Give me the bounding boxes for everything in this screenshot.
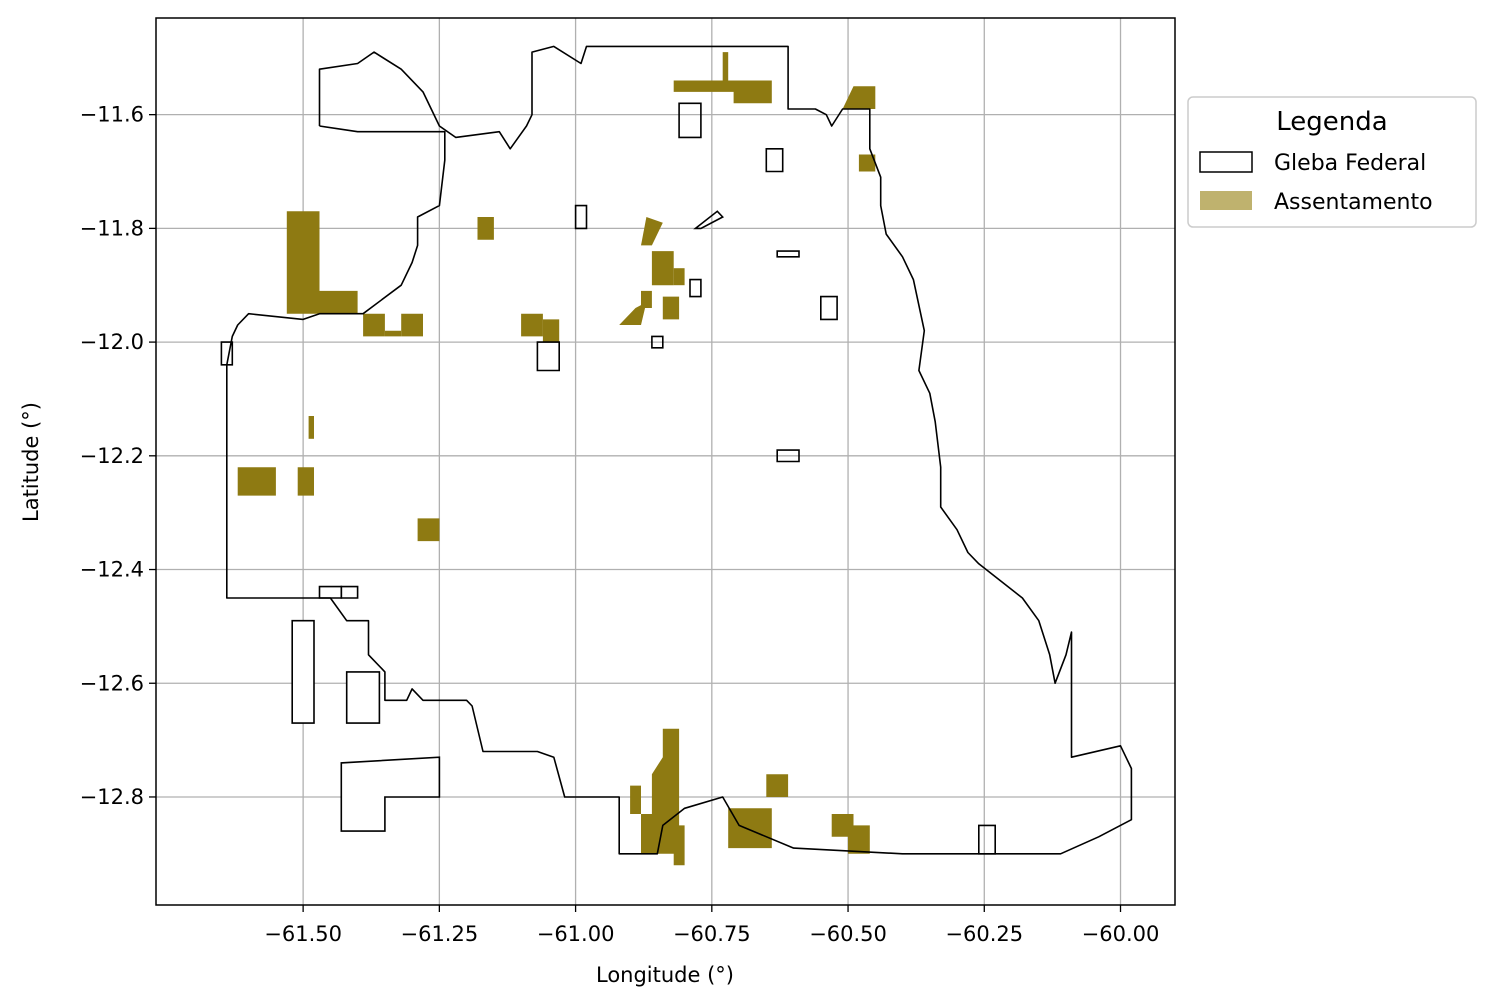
assentamento-polygon-16 bbox=[858, 154, 876, 172]
gleba-federal-small-polygon-5 bbox=[776, 250, 800, 258]
assentamento-polygon-4 bbox=[401, 313, 423, 337]
legend-label-gleba-federal: Gleba Federal bbox=[1274, 151, 1426, 176]
assentamento-polygon-6 bbox=[521, 313, 543, 337]
legend-title: Legenda bbox=[1276, 107, 1387, 137]
assentamento-polygon-11 bbox=[662, 296, 680, 320]
gleba-federal-main-boundary bbox=[226, 45, 1133, 855]
x-tick-label-3: −60.75 bbox=[673, 922, 751, 946]
assentamento-polygon-5 bbox=[477, 217, 494, 240]
assentamento-polygon-21 bbox=[641, 728, 680, 854]
x-tick-label-5: −60.25 bbox=[945, 922, 1023, 946]
gleba-federal-polygons bbox=[220, 45, 1133, 855]
gleba-federal-small-polygon-4 bbox=[689, 278, 702, 298]
y-tick-label-0: −11.6 bbox=[80, 103, 144, 127]
assentamento-polygon-15 bbox=[842, 86, 876, 109]
x-tick-label-6: −60.00 bbox=[1082, 922, 1160, 946]
gleba-federal-small-polygon-11 bbox=[340, 585, 359, 599]
gleba-federal-small-polygon-3 bbox=[693, 210, 725, 230]
gleba-federal-small-polygon-8 bbox=[536, 341, 561, 372]
gleba-federal-small-polygon-1 bbox=[765, 148, 784, 173]
y-tick-label-1: −11.8 bbox=[80, 216, 144, 240]
y-axis-ticks: −11.6 −11.8 −12.0 −12.2 −12.4 −12.6 −12.8 bbox=[80, 103, 156, 809]
gleba-federal-small-polygon-12 bbox=[220, 341, 234, 366]
gleba-federal-small-polygon-6 bbox=[819, 295, 838, 321]
legend: Legenda Gleba Federal Assentamento bbox=[1187, 96, 1477, 228]
grid-lines bbox=[156, 18, 1175, 905]
plot-area: −61.50 −61.25 −61.00 −60.75 −60.50 −60.25 −60.… bbox=[80, 17, 1176, 946]
legend-box bbox=[1187, 96, 1477, 228]
assentamento-polygon-9 bbox=[651, 251, 674, 286]
assentamento-polygon-27 bbox=[848, 825, 870, 854]
y-tick-label-5: −12.6 bbox=[80, 671, 144, 695]
gleba-federal-south-polygon-0 bbox=[291, 619, 315, 724]
assentamento-polygon-25 bbox=[766, 774, 789, 797]
x-tick-label-1: −61.25 bbox=[400, 922, 478, 946]
assentamento-polygons bbox=[237, 52, 876, 866]
y-tick-label-3: −12.2 bbox=[80, 444, 144, 468]
assentamento-polygon-1 bbox=[319, 290, 358, 314]
y-tick-label-6: −12.8 bbox=[80, 785, 144, 809]
assentamento-polygon-7 bbox=[542, 319, 560, 343]
x-tick-label-0: −61.50 bbox=[264, 922, 342, 946]
assentamento-polygon-0 bbox=[286, 211, 320, 314]
assentamento-polygon-10 bbox=[673, 268, 685, 286]
assentamento-polygon-13 bbox=[619, 302, 647, 325]
gleba-federal-small-polygon-2 bbox=[574, 204, 588, 230]
gleba-federal-south-polygon-1 bbox=[345, 671, 381, 724]
assentamento-polygon-8 bbox=[641, 217, 663, 246]
x-tick-label-4: −60.50 bbox=[809, 922, 887, 946]
assentamento-polygon-22 bbox=[630, 785, 641, 814]
x-axis-title: Longitude (°) bbox=[596, 963, 734, 987]
gleba-federal-small-polygon-7 bbox=[651, 335, 664, 349]
assentamento-polygon-19 bbox=[308, 416, 314, 439]
gleba-federal-south-polygon-2 bbox=[340, 756, 441, 832]
gleba-federal-small-polygon-13 bbox=[977, 824, 997, 855]
legend-swatch-assentamento bbox=[1200, 191, 1252, 210]
assentamento-polygon-14 bbox=[673, 52, 772, 104]
x-tick-label-2: −61.00 bbox=[537, 922, 615, 946]
axes-frame bbox=[155, 17, 1176, 906]
x-axis-ticks: −61.50 −61.25 −61.00 −60.75 −60.50 −60.25 −60.… bbox=[264, 905, 1159, 946]
y-axis-title: Latitude (°) bbox=[19, 402, 43, 522]
assentamento-polygon-17 bbox=[237, 467, 276, 496]
assentamento-polygon-24 bbox=[728, 808, 772, 849]
y-tick-label-2: −12.0 bbox=[80, 330, 144, 354]
gleba-federal-small-polygon-9 bbox=[776, 449, 800, 463]
gleba-federal-small-polygon-0 bbox=[678, 102, 702, 139]
assentamento-polygon-18 bbox=[297, 467, 314, 496]
assentamento-polygon-20 bbox=[417, 518, 440, 542]
assentamento-polygon-3 bbox=[384, 330, 402, 337]
assentamento-polygon-2 bbox=[363, 313, 385, 337]
legend-swatch-gleba-federal bbox=[1199, 151, 1253, 173]
assentamento-polygon-23 bbox=[673, 825, 685, 866]
legend-label-assentamento: Assentamento bbox=[1274, 190, 1433, 215]
y-tick-label-4: −12.4 bbox=[80, 558, 144, 582]
